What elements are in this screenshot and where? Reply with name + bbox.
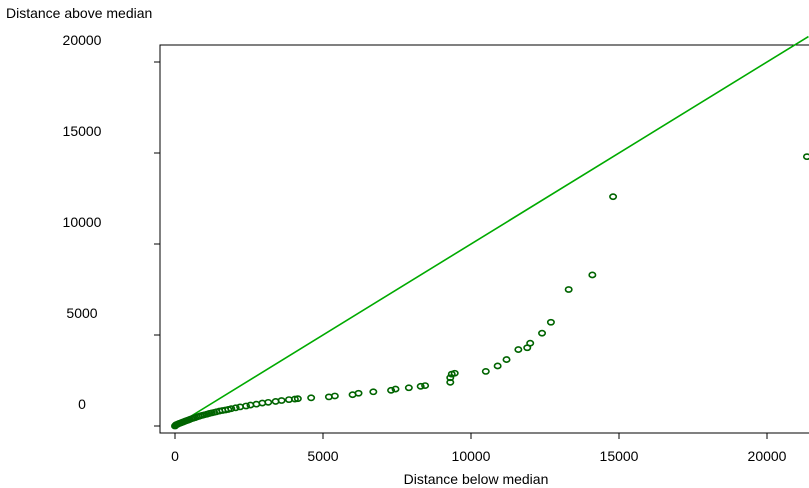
data-point [526,339,535,347]
data-point [588,271,597,279]
data-point [564,286,573,293]
data-point [802,153,809,161]
data-point [404,384,413,392]
y-axis: 0 5000 10000 15000 20000 [63,32,160,427]
y-axis-title: Distance above median [6,5,152,21]
x-tick-label: 10000 [452,448,491,464]
data-point [330,392,339,400]
data-point [493,362,502,370]
x-tick-label: 0 [171,448,179,464]
x-tick-label: 20000 [748,448,787,464]
data-point [609,193,618,201]
data-point [391,385,400,393]
data-point [277,397,286,404]
data-point [481,367,490,375]
data-point [446,374,455,382]
data-point [231,404,240,412]
data-point [502,356,511,363]
data-point [387,386,396,394]
data-point [227,405,236,413]
data-point [416,382,425,390]
data-point [307,394,316,402]
data-point [242,402,251,410]
x-tick-label: 5000 [307,448,338,464]
plot-border [159,44,809,434]
reference-line [174,35,809,427]
x-axis-title: Distance below median [404,471,549,487]
y-tick-label: 15000 [63,123,102,139]
y-tick-label: 20000 [63,32,102,48]
y-tick-label: 0 [78,396,86,412]
x-tick-label: 15000 [600,448,639,464]
data-point [514,346,523,353]
plot-frame [159,44,809,434]
data-point [264,398,273,406]
data-point [369,388,378,396]
data-point [421,382,430,389]
x-axis: 0 5000 10000 15000 20000 [171,433,787,464]
data-points [171,153,809,430]
data-point [450,369,459,377]
reference-line-group [174,35,809,427]
data-point [538,329,547,337]
data-point [293,395,302,403]
y-tick-label: 10000 [63,214,102,230]
data-point [546,318,555,326]
data-point [354,389,363,397]
y-tick-label: 5000 [66,305,97,321]
